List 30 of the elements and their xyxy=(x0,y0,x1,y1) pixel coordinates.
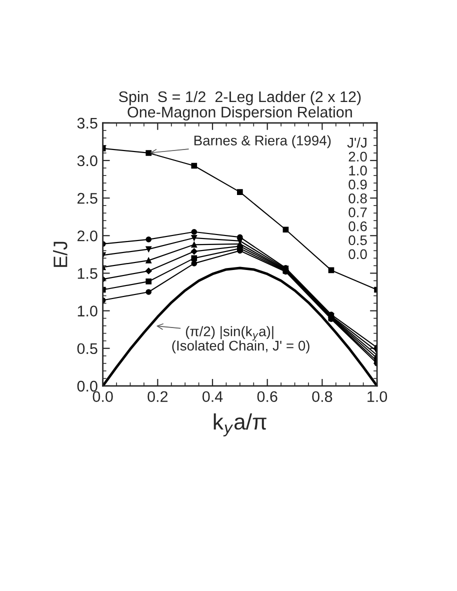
y-axis-title: E/J xyxy=(53,242,68,267)
x-tick-label: 0.4 xyxy=(202,391,223,402)
annotation: 0.8 xyxy=(348,194,367,204)
annotation: 0.5 xyxy=(348,235,367,246)
chart-subtitle: One-Magnon Dispersion Relation xyxy=(128,106,352,121)
x-tick-label: 1.0 xyxy=(368,391,388,402)
x-axis-title: k$_{y}$a/π xyxy=(214,413,266,436)
annotation: (Isolated Chain, J' = 0) xyxy=(172,340,310,354)
annotation: J'/J xyxy=(347,137,366,148)
annotation: 1.0 xyxy=(349,166,367,176)
x-tick-label: 0.0 xyxy=(92,391,113,402)
y-tick-label: 1.0 xyxy=(78,306,98,316)
annotation: (π/2) |sin(k$_{y}$a)| xyxy=(186,326,274,340)
y-tick-label: 0.5 xyxy=(77,343,98,354)
x-tick-label: 0.8 xyxy=(312,391,332,402)
annotation: 0.0 xyxy=(348,249,367,260)
y-tick-label: 1.5 xyxy=(78,268,98,279)
y-tick-label: 3.5 xyxy=(77,118,98,129)
annotation: 0.9 xyxy=(348,180,367,190)
annotation: 0.6 xyxy=(348,221,367,232)
y-tick-label: 2.0 xyxy=(77,230,98,242)
y-tick-label: 0.0 xyxy=(77,380,98,392)
x-tick-label: 0.6 xyxy=(257,391,278,402)
x-tick-label: 0.2 xyxy=(148,391,168,402)
chart-title: Spin S = 1/2 2-Leg Ladder (2 x 12) xyxy=(118,90,361,106)
y-tick-label: 3.0 xyxy=(77,155,98,166)
annotation: 2.0 xyxy=(348,152,367,162)
y-tick-label: 2.5 xyxy=(77,192,98,204)
annotation: Barnes & Riera (1994) xyxy=(194,135,331,148)
annotation: 0.7 xyxy=(348,207,367,218)
